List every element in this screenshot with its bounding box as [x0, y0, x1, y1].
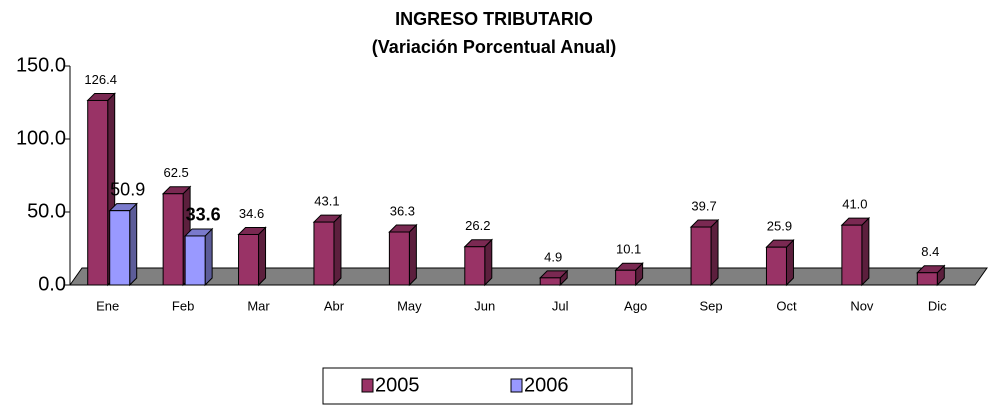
bar: [109, 210, 131, 286]
data-label: 25.9: [767, 219, 792, 234]
legend-swatch: [510, 378, 523, 393]
y-tick-label: 50.0: [27, 200, 66, 222]
bar-side: [204, 227, 213, 287]
data-label: 36.3: [390, 203, 415, 218]
bar-side: [129, 202, 138, 287]
bar-side: [484, 238, 493, 287]
bar: [87, 99, 109, 286]
bar-side: [710, 218, 719, 287]
bar: [916, 272, 938, 286]
data-label: 10.1: [616, 242, 641, 257]
data-label: 41.0: [842, 197, 867, 212]
x-tick-label: Ene: [96, 298, 119, 313]
bar-side: [408, 223, 417, 287]
y-tick-label: 150.0: [16, 54, 66, 76]
bar: [388, 231, 410, 286]
x-tick-label: Dic: [928, 298, 947, 313]
bar: [841, 224, 863, 286]
chart-subtitle: (Variación Porcentual Anual): [372, 37, 616, 57]
data-label: 33.6: [186, 205, 221, 225]
bar-side: [333, 213, 342, 287]
x-tick-label: Abr: [324, 298, 345, 313]
bar: [765, 246, 787, 286]
bar: [464, 246, 486, 286]
legend-label: 2005: [375, 374, 420, 396]
x-tick-label: May: [397, 298, 422, 313]
data-label: 62.5: [163, 165, 188, 180]
bar: [162, 193, 184, 286]
y-tick-label: 100.0: [16, 127, 66, 149]
legend-label: 2006: [524, 374, 569, 396]
bar: [238, 233, 260, 286]
data-label: 8.4: [921, 244, 939, 259]
x-tick-label: Jul: [552, 298, 569, 313]
data-label: 50.9: [110, 179, 145, 199]
legend-box: [322, 367, 633, 405]
chart-title: INGRESO TRIBUTARIO: [395, 9, 593, 29]
bar: [539, 277, 561, 286]
x-tick-label: Oct: [776, 298, 797, 313]
data-label: 39.7: [691, 198, 716, 213]
data-label: 26.2: [465, 218, 490, 233]
bar: [690, 226, 712, 286]
legend-swatch: [361, 378, 374, 393]
x-tick-label: Mar: [247, 298, 270, 313]
bar-side: [258, 226, 267, 287]
x-tick-label: Jun: [474, 298, 495, 313]
data-label: 4.9: [544, 249, 562, 264]
data-label: 34.6: [239, 206, 264, 221]
x-tick-label: Feb: [172, 298, 194, 313]
bar: [313, 221, 335, 286]
x-tick-label: Nov: [850, 298, 874, 313]
y-tick-label: 0.0: [38, 273, 66, 295]
data-label: 43.1: [314, 194, 339, 209]
data-label: 126.4: [84, 72, 117, 87]
floor: [69, 267, 988, 286]
bar: [615, 269, 637, 286]
x-tick-label: Ago: [624, 298, 647, 313]
x-tick-label: Sep: [699, 298, 722, 313]
bar-side: [861, 216, 870, 287]
bar-side: [785, 238, 794, 287]
bar: [184, 235, 206, 286]
